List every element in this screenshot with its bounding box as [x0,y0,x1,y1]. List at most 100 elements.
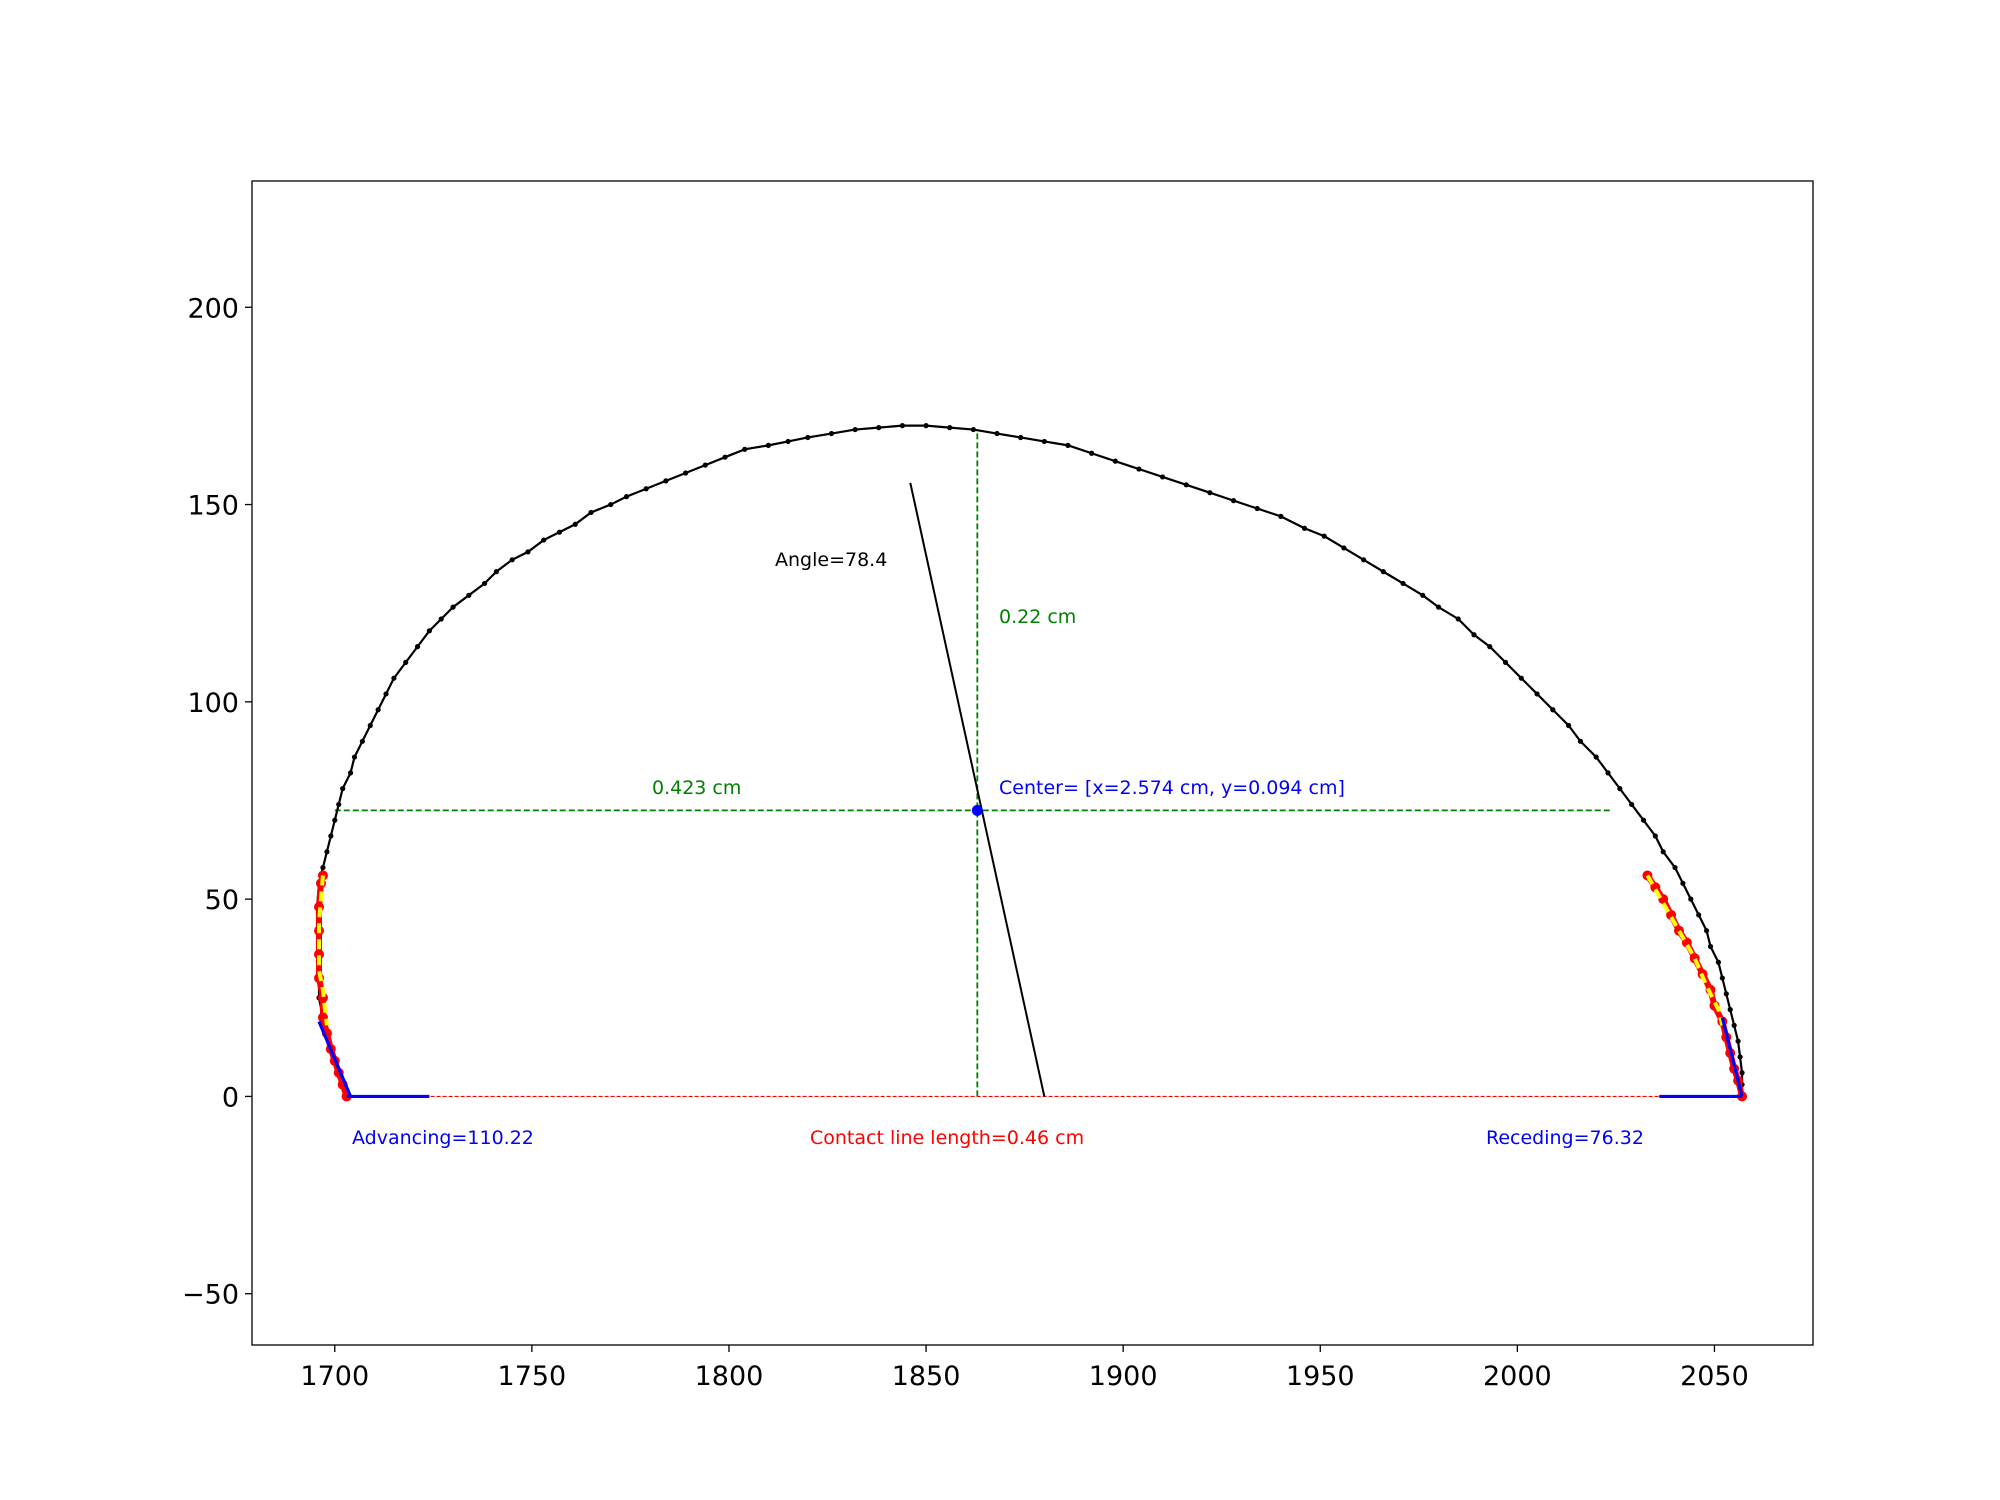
profile-point [351,754,358,760]
profile-point [970,426,976,433]
profile-point [1680,880,1686,886]
fit-layer [314,870,1748,1102]
receding-annotation: Receding=76.32 [1486,1127,1644,1149]
y-tick-label: 50 [205,885,239,916]
profile-point [1727,1007,1733,1013]
profile-point [1018,434,1024,441]
profile-point [1707,943,1714,950]
profile-point [742,446,748,452]
profile-point [947,425,953,431]
profile-point [702,462,708,468]
profile-point [828,430,835,437]
profile-point [608,501,614,508]
x-tick-label: 1900 [1089,1361,1158,1392]
profile-point [1617,786,1623,792]
advancing-annotation: Advancing=110.22 [352,1127,534,1149]
profile-point [765,442,771,448]
x-tick-label: 1800 [695,1361,764,1392]
center-layer [971,804,983,816]
profile-point [1640,817,1647,823]
height-annotation: 0.22 cm [999,606,1076,628]
profile-point [375,707,381,713]
profile-point [391,675,397,681]
y-tick-label: 100 [187,688,239,719]
receding-tangent-line [1720,1017,1744,1097]
x-tick-label: 2050 [1680,1361,1749,1392]
profile-point [438,616,444,622]
y-tick-label: 0 [222,1082,239,1113]
profile-point [1361,557,1367,563]
profile-point [1566,722,1572,729]
y-tick-label: 150 [187,491,239,522]
angle-annotation: Angle=78.4 [775,549,887,571]
profile-point [1593,754,1599,760]
profile-point [466,592,472,598]
dimension-lines [334,429,1612,1097]
contact-line-annotation: Contact line length=0.46 cm [810,1127,1084,1149]
profile-point [1089,450,1095,456]
profile-point [1420,592,1426,598]
profile-point [1400,580,1406,587]
profile-point [1715,959,1721,965]
left-fit-curve [317,875,329,1026]
profile-point [332,817,338,823]
profile-point [1159,474,1166,480]
profile-point [1254,505,1260,512]
profile-point [320,864,326,871]
profile-point [899,423,906,429]
angle-line-layer [909,482,1046,1097]
profile-point [1341,545,1347,551]
profile-point [1041,438,1047,445]
profile-point [805,434,811,441]
advancing-tangent-line [317,1020,353,1098]
width-annotation: 0.423 cm [652,777,741,799]
profile-point [324,849,330,855]
profile-point [347,770,354,776]
y-tick-label: −50 [182,1280,239,1311]
profile-point [1739,1070,1745,1076]
profile-point [1065,442,1071,448]
profile-point [493,569,499,575]
profile-point [1534,691,1540,697]
profile-point [1230,498,1237,504]
profile-point [340,786,346,792]
profile-point [1471,632,1477,638]
profile-point [1112,458,1118,464]
x-tick-label: 1750 [498,1361,567,1392]
profile-point [722,454,728,460]
profile-point [1577,738,1584,744]
profile-point [414,644,421,650]
profile-point [1719,975,1725,981]
profile-point [450,604,456,610]
profile-point [1435,604,1442,610]
profile-point [383,691,389,697]
profile-point [1487,644,1493,650]
profile-point [1660,849,1666,855]
x-tick-label: 1850 [892,1361,961,1392]
center-point [971,804,983,816]
right-fit-curve [1645,874,1725,1026]
profile-point [367,722,373,729]
profile-point [1672,864,1678,871]
profile-point [643,486,649,492]
profile-point [1301,525,1308,531]
profile-point [1737,1054,1743,1060]
profile-point [572,521,578,527]
profile-point [1183,482,1189,488]
x-tick-label: 2000 [1483,1361,1552,1392]
x-tick-label: 1700 [300,1361,369,1392]
profile-point [1550,707,1556,713]
profile-point [1652,833,1658,839]
profile-point [1518,675,1524,681]
profile-point [785,438,791,445]
profile-point [525,549,531,555]
y-axis: −50 0 50 100 150 200 [182,293,252,1311]
profile-point [541,537,547,543]
y-tick-label: 200 [187,293,239,324]
profile-point [426,628,432,634]
profile-point [1278,513,1284,519]
profile-point [328,833,334,839]
profile-point [1723,991,1729,997]
profile-point [1321,533,1327,539]
